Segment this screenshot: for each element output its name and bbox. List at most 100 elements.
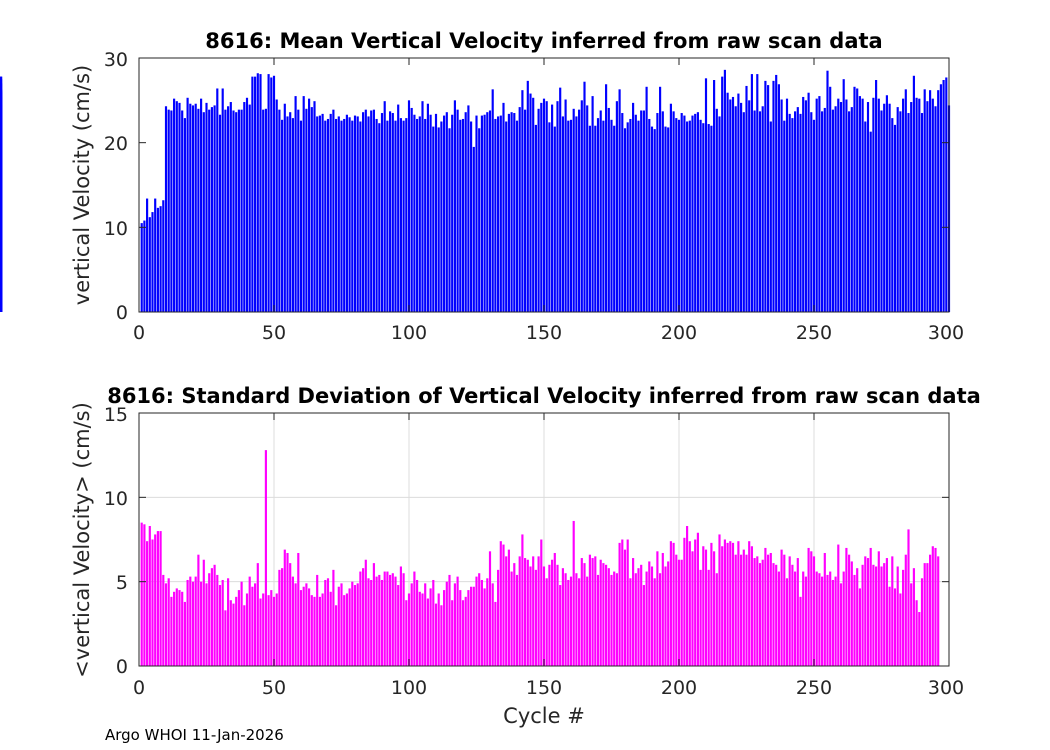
mean-velocity-bar <box>478 128 481 312</box>
std-velocity-bar <box>745 554 748 666</box>
mean-velocity-bar <box>707 124 710 312</box>
std-velocity-bar <box>853 574 856 666</box>
std-velocity-bar <box>812 556 816 666</box>
std-velocity-bar <box>934 547 937 666</box>
std-velocity-bar <box>505 556 508 666</box>
mean-velocity-bar <box>677 119 681 312</box>
mean-velocity-bar <box>321 113 324 312</box>
mean-velocity-bar <box>281 119 284 312</box>
std-velocity-bar <box>459 590 462 666</box>
std-velocity-bar <box>353 585 357 666</box>
std-velocity-bar <box>308 588 311 666</box>
std-velocity-bar <box>702 546 705 666</box>
mean-velocity-bar <box>756 74 759 312</box>
std-velocity-bar <box>804 576 807 666</box>
std-velocity-bars <box>140 450 940 666</box>
std-velocity-bar <box>656 551 659 666</box>
std-velocity-bar <box>756 556 759 666</box>
mean-velocity-bar <box>691 115 694 312</box>
mean-velocity-bar <box>912 75 915 312</box>
mean-velocity-bar <box>499 115 502 312</box>
mean-velocity-bar <box>850 107 853 312</box>
mean-velocity-bar <box>483 114 486 312</box>
std-velocity-bar <box>213 564 216 666</box>
mean-velocity-bar <box>399 118 402 312</box>
mean-velocity-bar <box>575 116 578 312</box>
std-velocity-bar <box>623 549 627 666</box>
mean-velocity-bar <box>594 125 597 312</box>
mean-velocity-bar <box>305 108 308 312</box>
mean-velocity-bar <box>696 112 699 312</box>
mean-velocity-bar <box>515 120 519 313</box>
x-tick-label: 0 <box>133 677 145 699</box>
std-velocity-bar <box>218 585 222 666</box>
std-velocity-bar <box>642 585 645 666</box>
mean-velocity-bar <box>497 116 500 312</box>
std-velocity-bar <box>445 581 448 666</box>
std-velocity-bar <box>883 563 886 666</box>
mean-velocity-bar <box>283 103 286 312</box>
mean-velocity-bar <box>745 85 748 312</box>
std-velocity-bar <box>510 571 513 666</box>
std-velocity-bar <box>397 585 400 666</box>
std-velocity-bar <box>742 549 745 666</box>
std-velocity-bar <box>772 563 775 666</box>
std-velocity-bar <box>691 551 694 666</box>
mean-velocity-bar <box>475 115 478 312</box>
std-velocity-bar <box>791 564 794 666</box>
x-tick-label: 150 <box>526 677 562 699</box>
std-velocity-bar <box>915 600 918 666</box>
mean-velocity-bar <box>891 118 894 312</box>
std-velocity-bar <box>861 564 864 666</box>
std-velocity-bar <box>896 566 899 666</box>
y-tick-label: 0 <box>116 656 128 678</box>
std-velocity-bar <box>780 549 783 666</box>
std-velocity-bar <box>513 563 516 666</box>
mean-velocity-bar <box>702 123 705 312</box>
std-velocity-bar <box>391 573 394 666</box>
std-velocity-bar <box>181 591 184 666</box>
mean-velocity-bar <box>270 77 273 312</box>
std-velocity-bar <box>197 554 200 666</box>
mean-velocity-bar <box>877 98 880 312</box>
std-velocity-bar <box>237 590 240 666</box>
mean-velocity-bar <box>875 80 878 312</box>
mean-velocity-bar <box>775 74 778 313</box>
mean-velocity-bar <box>704 78 708 312</box>
std-velocity-bar <box>788 556 791 666</box>
std-velocity-bar <box>872 564 875 666</box>
std-velocity-bar <box>502 544 505 666</box>
y-tick-label: 0 <box>116 302 128 324</box>
y-tick-label: 20 <box>104 133 128 155</box>
std-velocity-bar <box>526 559 529 666</box>
mean-velocity-bar <box>243 102 246 312</box>
std-velocity-bar <box>661 552 664 666</box>
mean-velocity-bar <box>680 113 683 312</box>
mean-velocity-bar <box>229 102 232 312</box>
mean-velocity-bar <box>259 74 262 312</box>
mean-velocity-bar <box>159 206 162 312</box>
mean-velocity-bar <box>794 111 797 312</box>
mean-velocity-bar <box>615 101 618 313</box>
mean-velocity-bar <box>640 110 643 313</box>
std-velocity-bar <box>148 526 151 666</box>
mean-velocity-bar <box>299 120 303 313</box>
mean-velocity-bar <box>650 126 654 312</box>
std-velocity-bar <box>877 551 880 666</box>
mean-velocity-bar <box>453 100 456 312</box>
std-velocity-bar <box>823 552 826 666</box>
std-velocity-bar <box>575 573 578 666</box>
std-velocity-bar <box>683 537 686 666</box>
std-velocity-bar <box>607 568 610 666</box>
std-velocity-bar <box>686 526 689 666</box>
mean-velocity-bar <box>777 84 780 312</box>
x-tick-label: 100 <box>391 322 427 344</box>
mean-velocity-bar <box>788 113 791 312</box>
mean-velocity-bar <box>186 97 189 312</box>
mean-velocity-bar <box>156 207 159 312</box>
std-velocity-bar <box>421 593 424 666</box>
x-tick-label: 250 <box>796 322 832 344</box>
mean-velocity-bar <box>189 103 192 312</box>
std-velocity-bar <box>205 583 208 666</box>
